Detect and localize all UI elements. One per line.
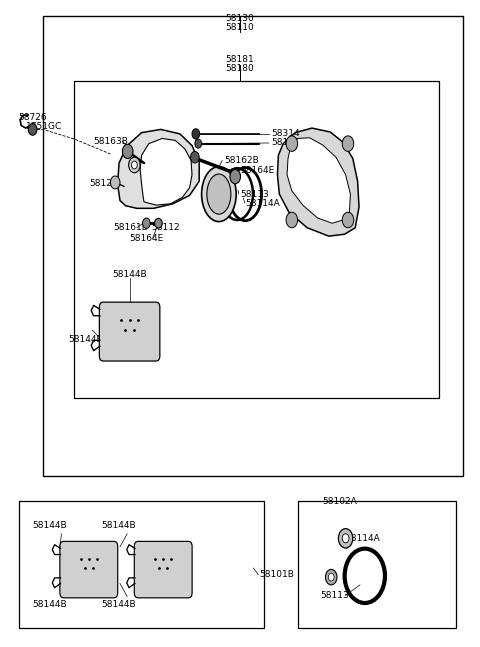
Ellipse shape <box>202 166 236 221</box>
Ellipse shape <box>207 174 231 214</box>
Text: 58144B: 58144B <box>112 270 147 280</box>
Ellipse shape <box>155 218 162 228</box>
Text: 58130: 58130 <box>226 14 254 23</box>
FancyBboxPatch shape <box>134 542 192 598</box>
Text: 58114A: 58114A <box>346 534 380 543</box>
Text: 58144B: 58144B <box>68 334 103 344</box>
Circle shape <box>195 139 202 148</box>
Text: 58112: 58112 <box>151 223 180 232</box>
Circle shape <box>286 136 298 151</box>
Text: 58726: 58726 <box>18 113 47 122</box>
Text: 58110: 58110 <box>226 23 254 32</box>
Circle shape <box>143 218 150 228</box>
Text: 58164E: 58164E <box>130 234 164 243</box>
Text: 58144B: 58144B <box>33 600 67 609</box>
Bar <box>43 16 463 476</box>
Circle shape <box>129 157 140 173</box>
Circle shape <box>122 144 133 159</box>
Text: 58144B: 58144B <box>101 600 135 609</box>
Text: 58114A: 58114A <box>245 199 279 208</box>
Circle shape <box>342 136 354 151</box>
Text: 58125: 58125 <box>89 179 118 188</box>
Text: 58102A: 58102A <box>323 497 357 506</box>
Text: 58164E: 58164E <box>240 166 274 175</box>
Circle shape <box>328 573 334 581</box>
Text: 58180: 58180 <box>226 64 254 73</box>
Text: 58181: 58181 <box>226 55 254 64</box>
Text: 58163B: 58163B <box>94 137 129 146</box>
Text: 1751GC: 1751GC <box>26 122 63 131</box>
Circle shape <box>325 569 337 585</box>
Bar <box>298 501 456 628</box>
Polygon shape <box>287 138 350 223</box>
Circle shape <box>286 212 298 228</box>
Circle shape <box>192 129 200 139</box>
Circle shape <box>342 212 354 228</box>
Circle shape <box>342 534 349 543</box>
Circle shape <box>191 151 199 163</box>
Polygon shape <box>277 128 359 236</box>
Bar <box>19 501 264 628</box>
Text: 58113: 58113 <box>321 591 349 600</box>
Circle shape <box>28 124 37 135</box>
Circle shape <box>110 176 120 189</box>
Polygon shape <box>140 138 192 205</box>
Text: 58120: 58120 <box>271 138 300 148</box>
Text: 58113: 58113 <box>240 190 269 199</box>
Text: 58144B: 58144B <box>101 521 135 530</box>
Circle shape <box>132 161 137 169</box>
Text: 58314: 58314 <box>271 129 300 138</box>
Bar <box>74 81 439 398</box>
FancyBboxPatch shape <box>99 302 160 361</box>
FancyBboxPatch shape <box>60 542 118 598</box>
Text: 58161B: 58161B <box>113 223 148 232</box>
Text: 58162B: 58162B <box>225 156 259 165</box>
Circle shape <box>338 529 353 548</box>
Polygon shape <box>118 129 199 208</box>
Text: 58144B: 58144B <box>33 521 67 530</box>
Text: 58101B: 58101B <box>259 570 294 579</box>
Ellipse shape <box>230 170 240 184</box>
